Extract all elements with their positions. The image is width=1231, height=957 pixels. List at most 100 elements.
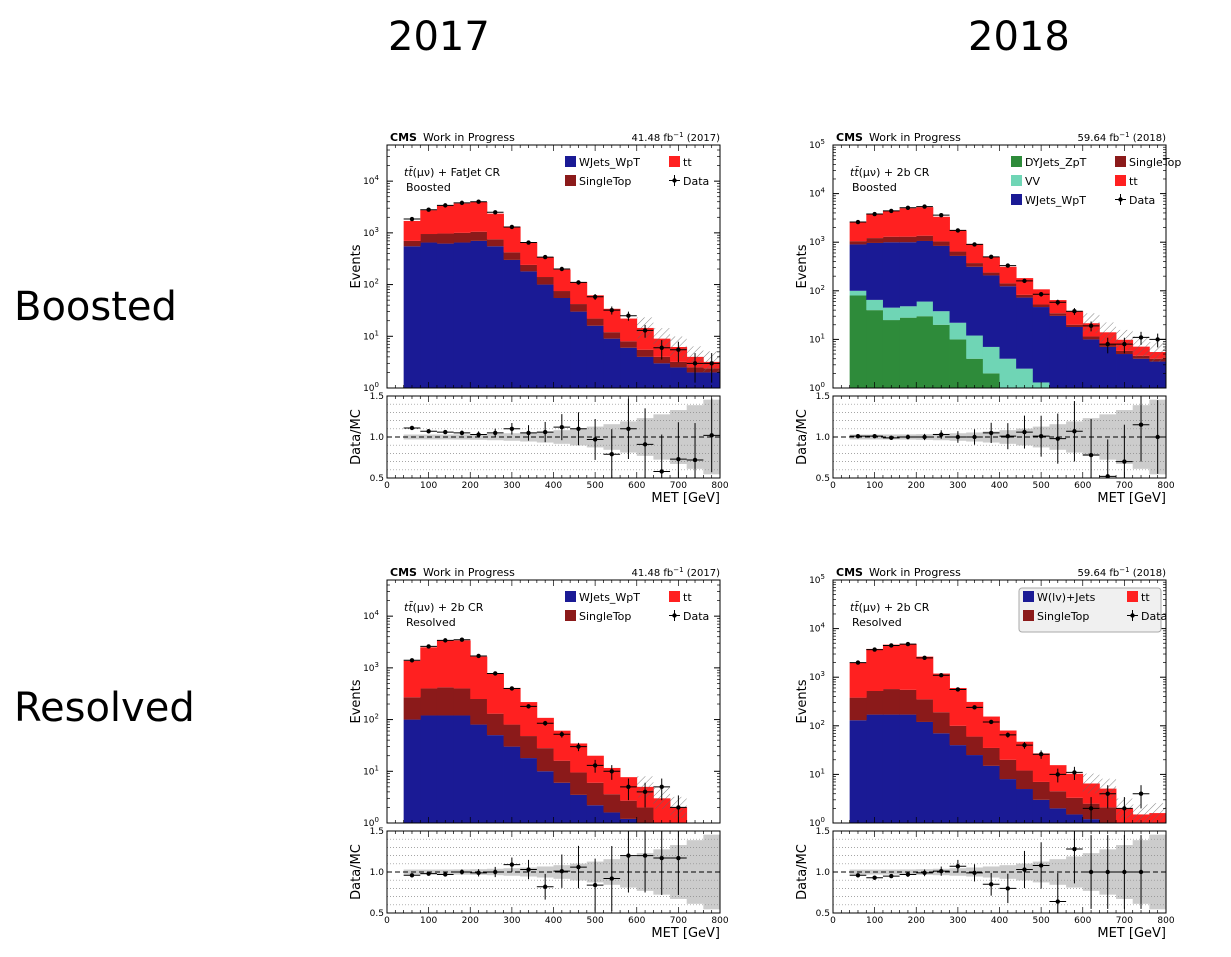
- ratio-point-2: [889, 873, 894, 879]
- bar-VV-7: [966, 335, 984, 359]
- x-tick-label: 200: [462, 916, 479, 926]
- data-point-6: [955, 228, 961, 233]
- ratio-point-16: [676, 456, 681, 462]
- bar-WJets_WpT-11: [586, 325, 604, 388]
- chart-resolved_2018: 100 101 102 103 104 105 CMS Work in Progress 59.…: [795, 566, 1175, 941]
- ratio-y-tick-label: 1.0: [370, 868, 385, 878]
- bar-WJets_WpT-3: [453, 715, 471, 823]
- data-point-2: [889, 208, 894, 214]
- ratio-point-10: [576, 864, 581, 870]
- data-point-3: [459, 200, 465, 206]
- bar-W(lv)+Jets-7: [966, 755, 984, 823]
- bar-WJets_WpT-8: [982, 275, 1000, 347]
- bar-tt-3: [453, 203, 471, 233]
- data-point-5: [493, 671, 498, 676]
- bar-WJets_WpT-1: [420, 715, 438, 823]
- data-point-11: [1038, 292, 1044, 297]
- x-tick-label: 600: [628, 481, 645, 491]
- ratio-unc-band-9: [999, 865, 1017, 879]
- bar-W(lv)+Jets-13: [1066, 814, 1084, 823]
- ratio-y-tick-label: 1.5: [370, 392, 384, 402]
- y-tick-label: 103: [809, 670, 825, 683]
- bar-tt-9: [553, 269, 571, 292]
- bar-WJets_WpT-6: [503, 746, 521, 823]
- ratio-point-17: [1138, 422, 1144, 427]
- bar-WJets_WpT-9: [553, 297, 571, 388]
- bar-SingleTop-17: [1132, 355, 1150, 359]
- bar-WJets_WpT-15: [1099, 346, 1117, 388]
- ratio-point-2: [443, 429, 448, 435]
- y-tick-label: 104: [809, 187, 825, 200]
- bar-W(lv)+Jets-1: [866, 714, 884, 823]
- ratio-point-12: [1055, 899, 1060, 904]
- bar-tt-9: [553, 730, 571, 761]
- bar-WJets_WpT-10: [570, 311, 588, 388]
- legend-label: tt: [1129, 175, 1138, 188]
- x-tick-label: 200: [462, 481, 479, 491]
- data-point-1: [426, 207, 431, 212]
- bar-W(lv)+Jets-11: [1032, 799, 1050, 823]
- bar-tt-8: [536, 717, 554, 749]
- legend-label: W(lv)+Jets: [1037, 591, 1096, 604]
- bar-VV-10: [1016, 368, 1034, 388]
- x-tick-label: 200: [908, 481, 925, 491]
- data-point-13: [1072, 309, 1077, 314]
- data-point-2: [443, 638, 448, 643]
- bar-WJets_WpT-12: [603, 812, 621, 823]
- bar-W(lv)+Jets-12: [1049, 808, 1067, 823]
- ratio-plot-area: [387, 831, 721, 912]
- bar-SingleTop-1: [866, 691, 884, 715]
- bar-SingleTop-11: [1032, 781, 1050, 800]
- bar-VV-6: [949, 322, 967, 340]
- ratio-y-tick-label: 0.5: [816, 909, 830, 919]
- data-point-4: [476, 199, 481, 204]
- ratio-point-13: [626, 426, 631, 431]
- legend-marker: [1118, 197, 1123, 202]
- data-point-16: [676, 347, 681, 352]
- data-point-8: [542, 254, 548, 260]
- legend-label: tt: [1141, 591, 1150, 604]
- data-point-0: [855, 219, 861, 225]
- data-point-13: [626, 313, 631, 318]
- ratio-point-15: [1105, 869, 1110, 875]
- y-tick-label: 101: [809, 332, 825, 345]
- data-point-0: [409, 216, 415, 222]
- ratio-point-13: [1072, 429, 1077, 434]
- bar-SingleTop-4: [916, 699, 934, 722]
- bar-SingleTop-0: [403, 240, 421, 247]
- cms-sublabel: Work in Progress: [869, 131, 961, 144]
- x-tick-label: 600: [1074, 481, 1091, 491]
- bar-SingleTop-2: [882, 236, 900, 243]
- data-point-17: [692, 361, 698, 366]
- ratio-point-1: [426, 871, 431, 876]
- bar-tt-4: [470, 202, 488, 232]
- data-point-12: [1055, 300, 1060, 305]
- x-tick-label: 0: [830, 481, 836, 491]
- bar-WJets_WpT-14: [1082, 339, 1100, 388]
- bar-SingleTop-2: [436, 687, 454, 716]
- data-point-18: [709, 361, 714, 366]
- legend-swatch: [565, 156, 576, 167]
- bar-tt-8: [536, 257, 554, 278]
- legend-swatch: [1127, 591, 1138, 602]
- data-point-3: [905, 641, 911, 647]
- bar-SingleTop-7: [520, 736, 538, 759]
- data-point-11: [592, 763, 598, 768]
- bar-SingleTop-3: [899, 689, 917, 715]
- y-axis-label: Events: [349, 244, 364, 288]
- legend-swatch: [1115, 156, 1126, 167]
- bar-DYJets_ZpT-0: [849, 295, 867, 388]
- bar-WJets_WpT-18: [1149, 361, 1166, 388]
- data-point-1: [872, 211, 877, 217]
- y-tick-label: 104: [363, 174, 379, 187]
- bar-tt-1: [866, 648, 884, 692]
- legend-swatch: [565, 175, 576, 186]
- x-tick-label: 500: [1033, 481, 1050, 491]
- data-point-8: [988, 719, 994, 725]
- data-point-9: [559, 266, 565, 272]
- bar-DYJets_ZpT-6: [949, 339, 967, 388]
- bar-tt-2: [882, 210, 900, 237]
- ratio-point-4: [476, 432, 481, 437]
- legend-swatch: [1011, 194, 1022, 205]
- ratio-point-6: [509, 426, 515, 431]
